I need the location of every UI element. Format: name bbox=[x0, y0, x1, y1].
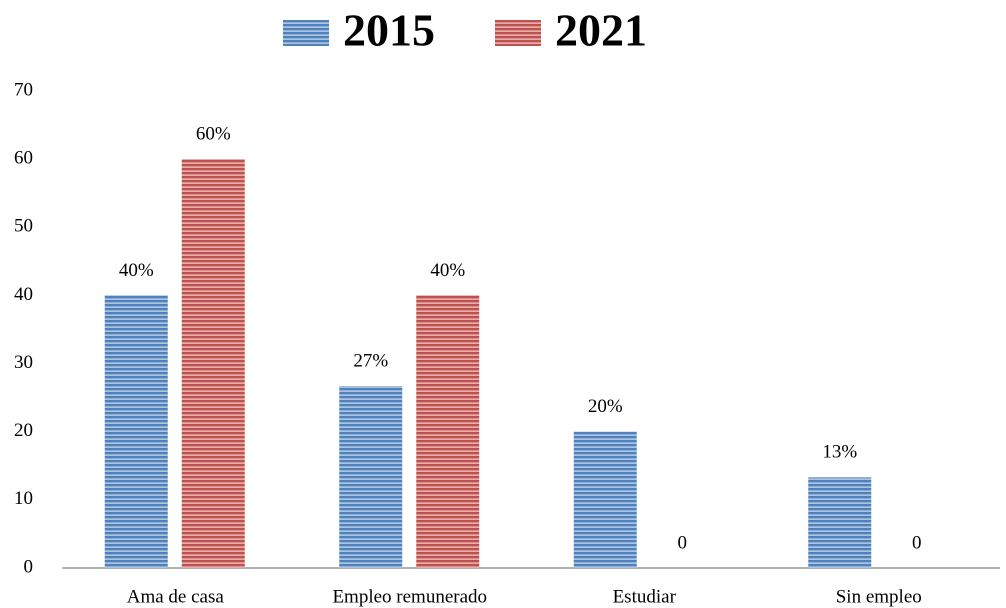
y-tick-label: 40 bbox=[14, 284, 33, 305]
x-tick-label: Empleo remunerado bbox=[332, 586, 487, 607]
y-tick-label: 70 bbox=[14, 79, 33, 100]
y-tick-label: 30 bbox=[14, 352, 33, 373]
data-label: 40% bbox=[430, 260, 465, 281]
y-tick-label: 60 bbox=[14, 148, 33, 169]
x-tick-label: Sin empleo bbox=[836, 586, 922, 607]
bar bbox=[416, 295, 480, 568]
x-tick-label: Ama de casa bbox=[127, 586, 225, 607]
bar bbox=[339, 386, 403, 568]
data-label: 13% bbox=[822, 442, 857, 463]
bar bbox=[808, 477, 872, 568]
data-label: 60% bbox=[196, 124, 231, 145]
y-tick-label: 10 bbox=[14, 488, 33, 509]
y-tick-label: 50 bbox=[14, 216, 33, 237]
bar bbox=[181, 159, 245, 568]
legend-swatch bbox=[495, 20, 541, 46]
bar bbox=[573, 431, 637, 568]
y-tick-label: 0 bbox=[24, 556, 34, 577]
data-label: 20% bbox=[588, 396, 623, 417]
legend-label: 2015 bbox=[343, 5, 435, 56]
data-label: 0 bbox=[678, 532, 688, 553]
x-tick-label: Estudiar bbox=[613, 586, 677, 607]
legend-swatch bbox=[283, 20, 329, 46]
data-label: 0 bbox=[912, 532, 922, 553]
data-label: 27% bbox=[353, 350, 388, 371]
bar bbox=[104, 295, 168, 568]
legend-label: 2021 bbox=[555, 5, 647, 56]
data-label: 40% bbox=[119, 260, 154, 281]
y-tick-label: 20 bbox=[14, 420, 33, 441]
